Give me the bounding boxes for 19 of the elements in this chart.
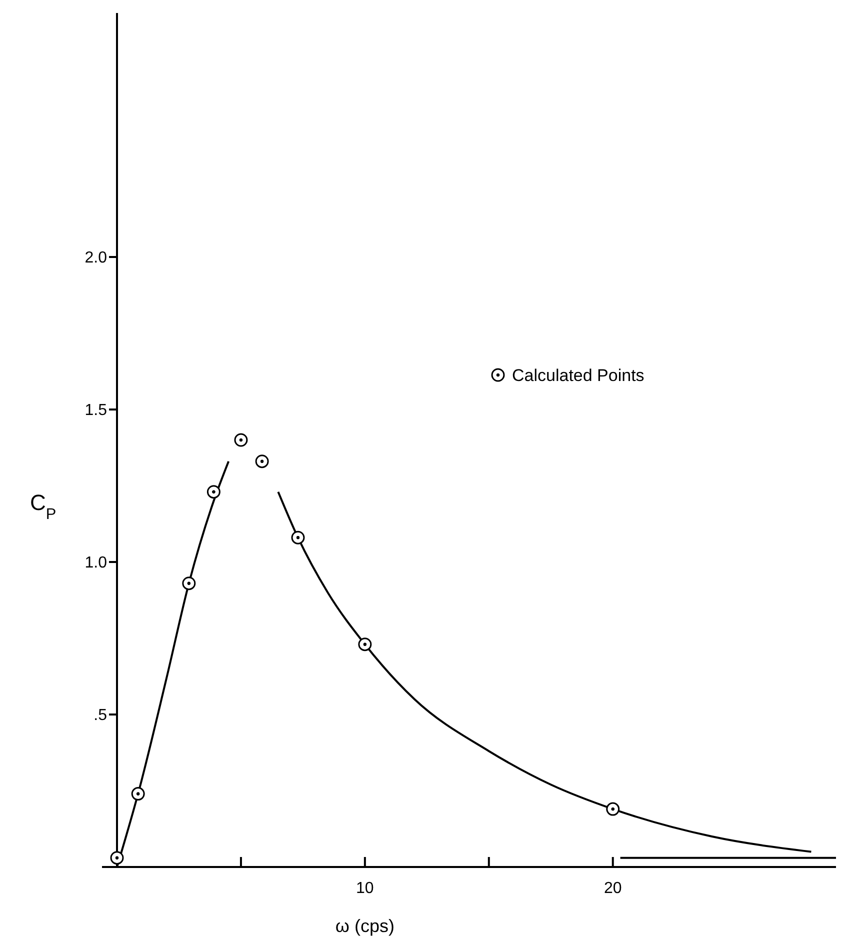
point — [358, 638, 372, 652]
point — [255, 454, 269, 468]
point — [110, 851, 124, 865]
y-tick-label: 2.0 — [84, 250, 108, 267]
x-axis-title: ω (cps) — [335, 916, 394, 936]
point — [606, 802, 620, 816]
x-tick-label: 20 — [604, 880, 622, 897]
y-axis-title: C$_{P}$ — [30, 490, 56, 523]
line-series — [277, 490, 812, 853]
y-tick-label: 1.0 — [84, 554, 108, 572]
point — [291, 530, 305, 544]
point — [234, 433, 248, 447]
point — [131, 787, 145, 801]
legend-label: Calculated Points — [512, 366, 644, 385]
y-tick-label: 1.5 — [84, 402, 108, 420]
point — [182, 576, 196, 590]
point — [206, 485, 220, 499]
x-tick-label: 10 — [356, 880, 374, 897]
y-tick-label: .5 — [94, 707, 108, 724]
